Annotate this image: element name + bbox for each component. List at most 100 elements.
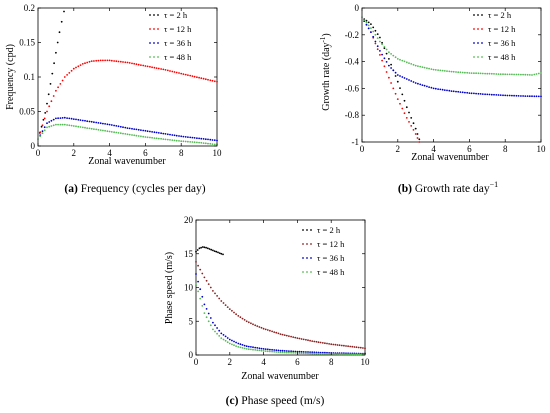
data-point [113, 124, 115, 127]
data-point [364, 347, 366, 350]
data-point [102, 129, 104, 132]
data-point [214, 330, 216, 333]
data-point [499, 94, 502, 96]
data-point [169, 133, 171, 136]
data-point [204, 78, 207, 81]
data-point [484, 72, 486, 75]
data-point [193, 137, 196, 139]
data-point [88, 127, 91, 130]
data-point [124, 133, 127, 135]
data-point [205, 316, 208, 319]
data-point [315, 351, 318, 354]
data-point [410, 80, 413, 82]
data-point [66, 117, 68, 119]
data-point [412, 122, 415, 125]
data-point [164, 133, 167, 135]
data-point [285, 334, 288, 337]
legend: τ = 2 h τ = 12 h τ = 36 h τ = 48 h [473, 10, 516, 62]
legend-swatch [477, 28, 479, 30]
data-point [128, 127, 131, 130]
data-point [374, 40, 377, 43]
data-point [408, 79, 410, 81]
data-point [216, 295, 219, 297]
data-point [72, 67, 75, 70]
legend-label: τ = 36 h [164, 38, 192, 48]
legend-swatch [302, 257, 304, 259]
data-point [140, 135, 142, 138]
data-point [51, 72, 54, 75]
data-point [383, 47, 386, 50]
legend-swatch [481, 28, 483, 30]
legend-swatch [157, 56, 159, 58]
data-point [180, 72, 183, 75]
data-point [262, 348, 265, 350]
data-point [473, 92, 475, 95]
data-point [77, 125, 80, 128]
legend-swatch [477, 56, 479, 58]
data-point [95, 128, 98, 131]
legend-entry-3: τ = 36 h [149, 38, 192, 48]
data-point [275, 331, 278, 334]
data-point [283, 334, 286, 336]
data-point [403, 112, 406, 115]
data-point [381, 53, 383, 56]
legend-swatch [302, 243, 304, 245]
x-tick-label: 6 [467, 144, 472, 154]
data-point [349, 353, 352, 356]
data-point [231, 309, 233, 312]
y-tick-label: -0.6 [345, 83, 360, 93]
data-point [533, 95, 536, 98]
data-point [200, 246, 203, 249]
data-point [171, 134, 174, 136]
data-point [305, 338, 307, 341]
data-point [187, 74, 189, 76]
data-point [365, 23, 368, 26]
data-point [239, 343, 242, 346]
data-point [217, 251, 219, 254]
data-point [353, 353, 356, 356]
data-point [213, 139, 216, 142]
data-point [128, 133, 131, 136]
data-point [81, 126, 84, 129]
data-point [332, 343, 335, 346]
series-1 [195, 246, 224, 256]
data-point [281, 333, 284, 336]
y-tick-label: 0.15 [19, 38, 35, 48]
data-point [61, 79, 64, 82]
data-point [450, 90, 453, 92]
x-tick-label: 6 [295, 357, 300, 367]
data-point [396, 58, 399, 60]
data-point [475, 72, 477, 75]
data-point [394, 71, 397, 74]
data-point [279, 349, 282, 352]
data-point [239, 346, 242, 349]
series-4 [37, 123, 218, 146]
legend-swatch [481, 14, 483, 16]
data-point [198, 141, 201, 144]
data-point [117, 60, 120, 63]
data-point [72, 125, 75, 127]
data-point [410, 63, 413, 65]
data-point [90, 127, 93, 130]
data-point [376, 45, 379, 48]
y-axis-label: Phase speed (m/s) [164, 252, 175, 324]
data-point [79, 119, 82, 121]
legend-label: τ = 2 h [488, 10, 512, 20]
data-point [430, 86, 433, 89]
data-point [477, 92, 480, 95]
data-point [535, 95, 538, 98]
y-label-close: ) [321, 33, 332, 36]
data-point [349, 345, 352, 348]
data-point [277, 332, 280, 335]
data-point [77, 65, 80, 68]
data-point [142, 135, 145, 138]
data-point [233, 340, 235, 343]
data-point [164, 69, 167, 71]
data-point [155, 67, 158, 69]
data-point [166, 133, 169, 136]
data-point [50, 119, 53, 122]
data-point [326, 342, 328, 345]
data-point [361, 16, 363, 19]
data-point [412, 63, 415, 66]
